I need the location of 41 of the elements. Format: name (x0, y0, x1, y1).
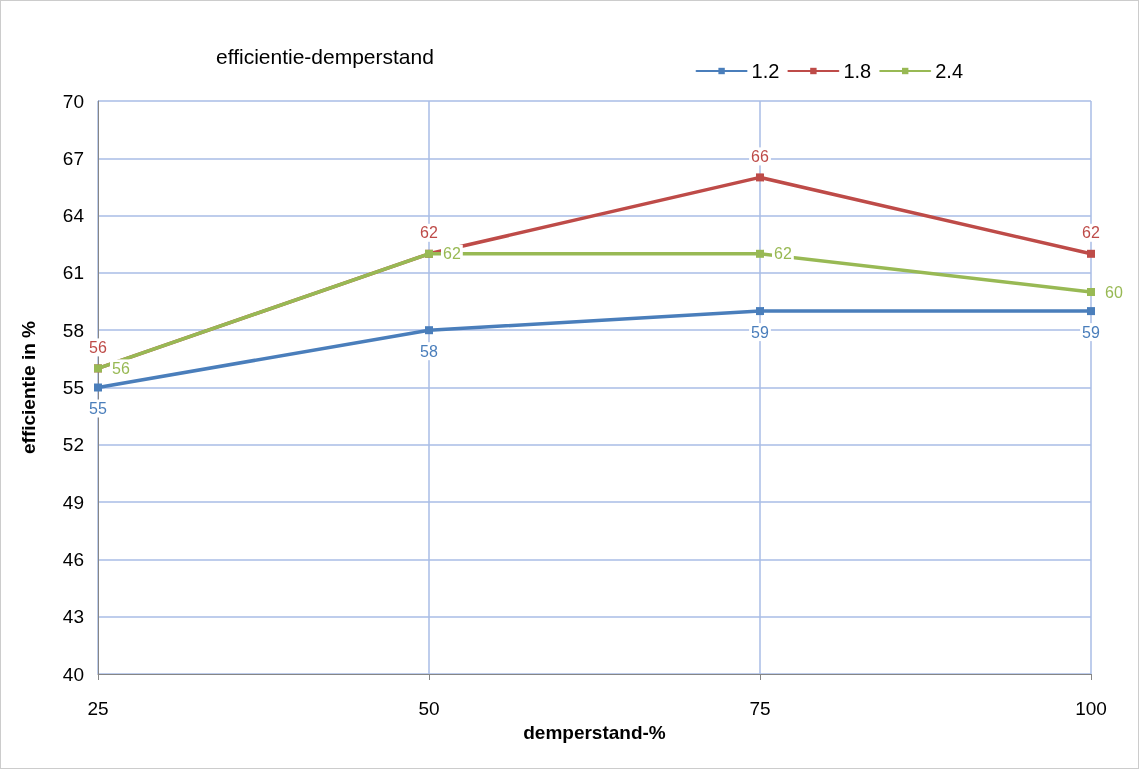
data-label: 62 (420, 224, 438, 242)
legend-label: 2.4 (935, 60, 964, 82)
x-tick-label: 50 (418, 698, 440, 719)
point (756, 249, 764, 258)
data-label: 60 (1105, 283, 1123, 301)
y-tick-label: 46 (62, 548, 84, 570)
data-label: 58 (420, 342, 438, 360)
y-tick-label: 64 (62, 205, 85, 227)
point (1087, 288, 1095, 296)
data-label: 62 (774, 245, 792, 263)
y-tick-label: 49 (62, 491, 84, 513)
point (1087, 249, 1095, 258)
y-tick-label: 40 (62, 663, 84, 685)
y-tick-label: 67 (62, 147, 84, 169)
y-tick-label: 58 (62, 319, 84, 341)
data-label: 55 (89, 400, 107, 417)
point (756, 307, 764, 316)
legend-label: 1.8 (843, 60, 872, 82)
x-axis-title: demperstand-% (523, 721, 666, 743)
point (425, 326, 433, 335)
x-tick-label: 75 (749, 698, 771, 719)
data-label: 56 (89, 338, 107, 356)
legend-label: 1.2 (751, 60, 780, 82)
data-label: 62 (1082, 224, 1100, 242)
point (756, 173, 764, 182)
x-tick-label: 100 (1075, 698, 1107, 719)
data-label: 59 (751, 323, 769, 341)
data-label: 56 (112, 359, 130, 377)
y-tick-label: 43 (62, 606, 84, 628)
x-tick-label: 25 (87, 698, 109, 719)
data-label: 62 (443, 245, 461, 263)
chart-title: efficientie-demperstand (216, 45, 434, 68)
y-tick-label: 70 (62, 90, 84, 112)
point (94, 383, 102, 392)
y-tick-label: 61 (62, 262, 84, 284)
y-tick-label: 52 (62, 434, 84, 456)
data-label: 59 (1082, 323, 1100, 341)
y-tick-label: 55 (62, 377, 84, 398)
point (1087, 307, 1095, 316)
y-axis-title: efficientie in % (18, 320, 39, 455)
data-label: 66 (751, 147, 769, 165)
